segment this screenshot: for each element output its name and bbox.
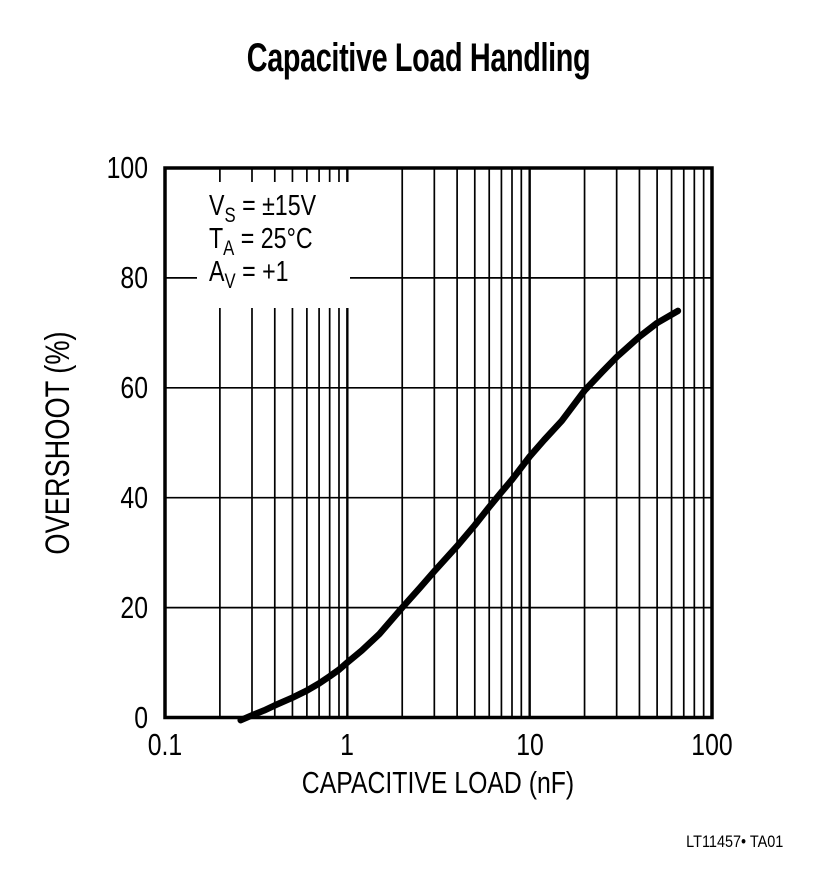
- figure-note: LT11457• TA01: [685, 832, 783, 851]
- y-tick-label: 0: [134, 699, 148, 735]
- y-tick-label: 100: [106, 150, 148, 185]
- x-axis-label: CAPACITIVE LOAD (nF): [301, 765, 575, 800]
- overshoot-curve: [237, 307, 682, 724]
- annotation-value: = 25°C: [234, 223, 313, 255]
- y-tick-label: 20: [120, 589, 148, 625]
- annotation-value: = +1: [235, 256, 289, 288]
- annotation-symbol: A: [209, 256, 225, 288]
- plot-frame: [163, 166, 714, 720]
- annotation-line-ta: TA = 25°C: [209, 223, 322, 259]
- annotation-line-vs: VS = ±15V: [209, 190, 322, 226]
- chart-title: Capacitive Load Handling: [246, 36, 591, 80]
- x-tick-label: 100: [691, 727, 733, 762]
- annotation-line-av: AV = +1: [209, 256, 322, 292]
- annotation-symbol: V: [209, 190, 225, 222]
- annotation-subscript: V: [224, 269, 236, 293]
- x-tick-label: 1: [340, 727, 355, 762]
- conditions-annotation: VS = ±15V TA = 25°C AV = +1: [197, 182, 350, 308]
- conditions-annotation-text: VS = ±15V TA = 25°C AV = +1: [209, 190, 322, 292]
- annotation-value: = ±15V: [235, 190, 317, 222]
- annotation-symbol: T: [209, 223, 224, 255]
- annotation-subscript: A: [223, 236, 235, 260]
- x-tick-label: 0.1: [147, 727, 183, 762]
- y-tick-label: 60: [120, 369, 148, 405]
- y-tick-label: 80: [120, 259, 148, 295]
- y-tick-label: 40: [120, 479, 148, 515]
- y-axis-label: OVERSHOOT (%): [39, 331, 77, 555]
- x-tick-label: 10: [515, 727, 544, 762]
- annotation-subscript: S: [224, 203, 236, 227]
